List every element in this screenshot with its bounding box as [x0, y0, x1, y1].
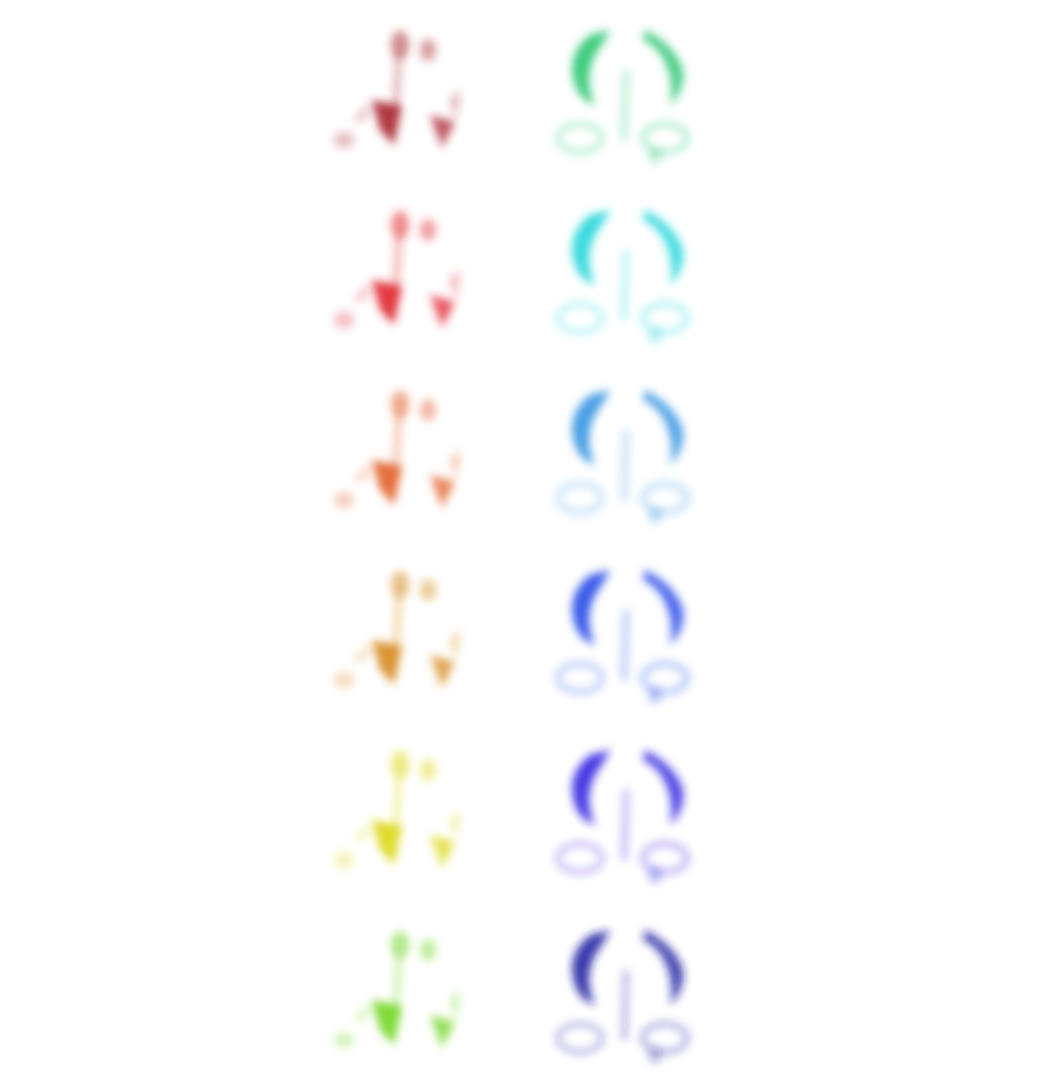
- left-blob-row-6: [310, 910, 490, 1080]
- right-blob-row-3: [535, 370, 715, 540]
- left-blob-row-5: [310, 730, 490, 900]
- right-blob-row-6: [535, 910, 715, 1080]
- left-blob-row-4: [310, 550, 490, 720]
- right-blob-row-4: [535, 550, 715, 720]
- right-blob-row-5: [535, 730, 715, 900]
- left-blob-row-2: [310, 190, 490, 360]
- right-blob-row-1: [535, 10, 715, 180]
- right-blob-row-2: [535, 190, 715, 360]
- left-blob-row-1: [310, 10, 490, 180]
- left-blob-row-3: [310, 370, 490, 540]
